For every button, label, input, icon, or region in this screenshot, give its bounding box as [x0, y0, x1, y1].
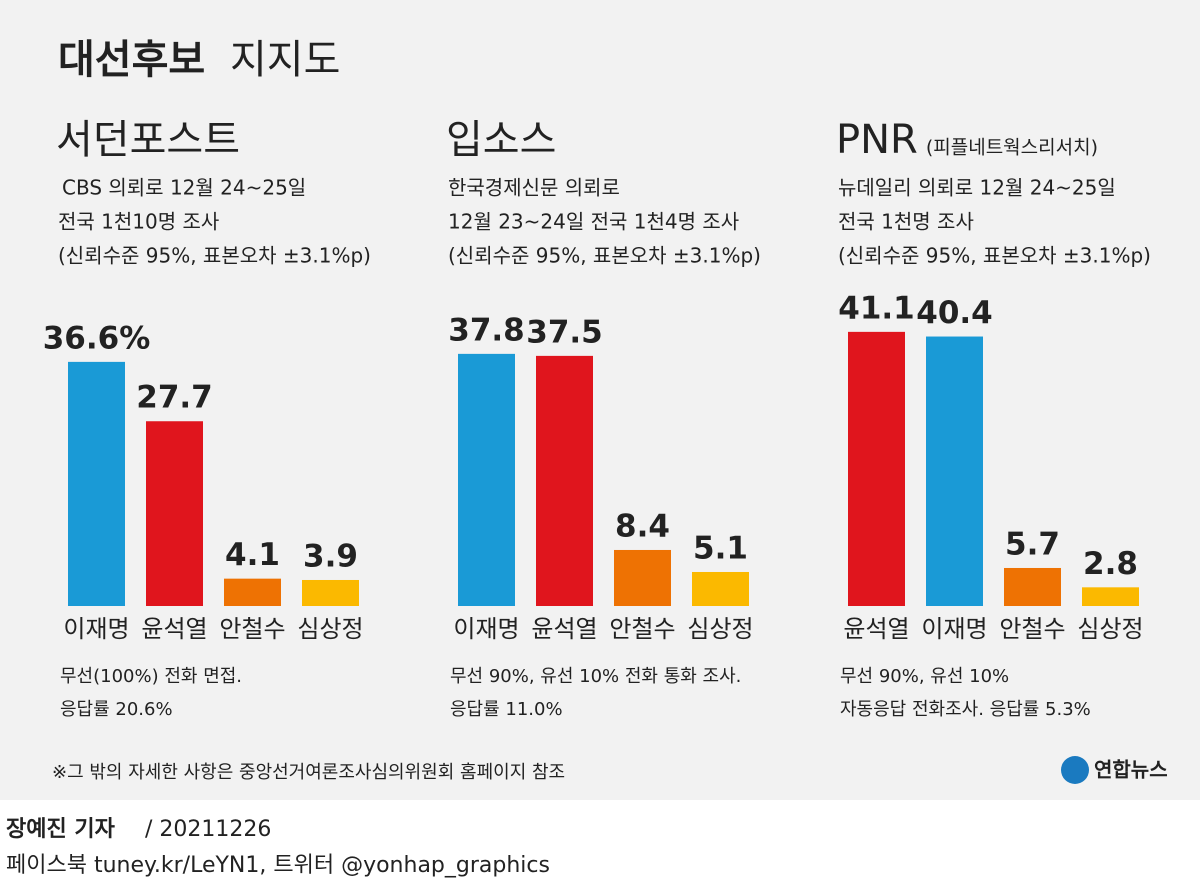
category-label: 심상정 — [687, 615, 753, 643]
chart-subtitle: 전국 1천10명 조사 — [58, 210, 219, 234]
category-label: 윤석열 — [843, 615, 909, 643]
category-label: 윤석열 — [531, 615, 597, 643]
bar — [302, 579, 359, 606]
value-label: 41.1 — [838, 290, 915, 326]
bar — [1082, 587, 1139, 606]
chart-subtitle: (신뢰수준 95%, 표본오차 ±3.1%p) — [838, 244, 1151, 268]
byline-name: 장예진 기자 — [6, 817, 116, 842]
logo: 연합뉴스 — [1094, 758, 1168, 782]
chart-note: 무선 90%, 유선 10% — [840, 666, 1009, 687]
footer-background — [0, 800, 1200, 889]
category-label: 심상정 — [297, 615, 363, 643]
chart-subtitle: 한국경제신문 의뢰로 — [448, 176, 620, 200]
category-label: 안철수 — [999, 615, 1065, 643]
bar — [68, 361, 125, 606]
category-label: 안철수 — [609, 615, 675, 643]
chart-note: 무선 90%, 유선 10% 전화 통화 조사. — [450, 666, 741, 687]
value-label: 37.8 — [448, 312, 525, 348]
byline-date: / 20211226 — [145, 817, 271, 842]
background — [0, 0, 1200, 800]
bar — [146, 421, 203, 606]
bar — [1004, 567, 1061, 606]
bar — [614, 549, 671, 606]
bar — [692, 571, 749, 606]
footnote: ※그 밖의 자세한 사항은 중앙선거여론조사심의위원회 홈페이지 참조 — [52, 762, 565, 783]
value-label: 36.6% — [43, 320, 151, 356]
chart-note: 무선(100%) 전화 면접. — [60, 666, 242, 687]
category-label: 심상정 — [1077, 615, 1143, 643]
category-label: 안철수 — [219, 615, 285, 643]
chart-subtitle: 12월 23~24일 전국 1천4명 조사 — [448, 210, 739, 234]
chart-subtitle: (신뢰수준 95%, 표본오차 ±3.1%p) — [448, 244, 761, 268]
value-label: 27.7 — [136, 380, 213, 416]
chart-note: 응답률 20.6% — [60, 699, 173, 720]
value-label: 2.8 — [1083, 546, 1138, 582]
bar — [926, 336, 983, 606]
social: 페이스북 tuney.kr/LeYN1, 트위터 @yonhap_graphic… — [6, 853, 550, 878]
chart-title-note: (피플네트웍스리서치) — [926, 137, 1098, 159]
bar — [458, 353, 515, 606]
value-label: 5.7 — [1005, 526, 1060, 562]
chart-subtitle: 전국 1천명 조사 — [838, 210, 974, 234]
category-label: 윤석열 — [141, 615, 207, 643]
value-label: 8.4 — [615, 508, 670, 544]
value-label: 40.4 — [916, 295, 993, 331]
bar — [848, 331, 905, 606]
logo-icon — [1061, 756, 1089, 784]
chart-note: 자동응답 전화조사. 응답률 5.3% — [840, 699, 1091, 720]
chart-subtitle: (신뢰수준 95%, 표본오차 ±3.1%p) — [58, 244, 371, 268]
title-light: 지지도 — [230, 37, 340, 83]
chart-subtitle: 뉴데일리 의뢰로 12월 24~25일 — [838, 176, 1116, 200]
value-label: 4.1 — [225, 537, 280, 573]
chart-note: 응답률 11.0% — [450, 699, 563, 720]
chart-title: 서던포스트 — [56, 117, 240, 163]
value-label: 3.9 — [303, 538, 358, 574]
category-label: 이재명 — [921, 615, 987, 643]
value-label: 37.5 — [526, 314, 603, 350]
category-label: 이재명 — [453, 615, 519, 643]
category-label: 이재명 — [63, 615, 129, 643]
title-bold: 대선후보 — [58, 37, 205, 83]
bar — [536, 355, 593, 606]
chart-title: PNR — [836, 117, 918, 163]
bar — [224, 578, 281, 606]
chart-title: 입소스 — [446, 117, 556, 163]
chart-subtitle: CBS 의뢰로 12월 24~25일 — [62, 176, 306, 200]
value-label: 5.1 — [693, 530, 748, 566]
